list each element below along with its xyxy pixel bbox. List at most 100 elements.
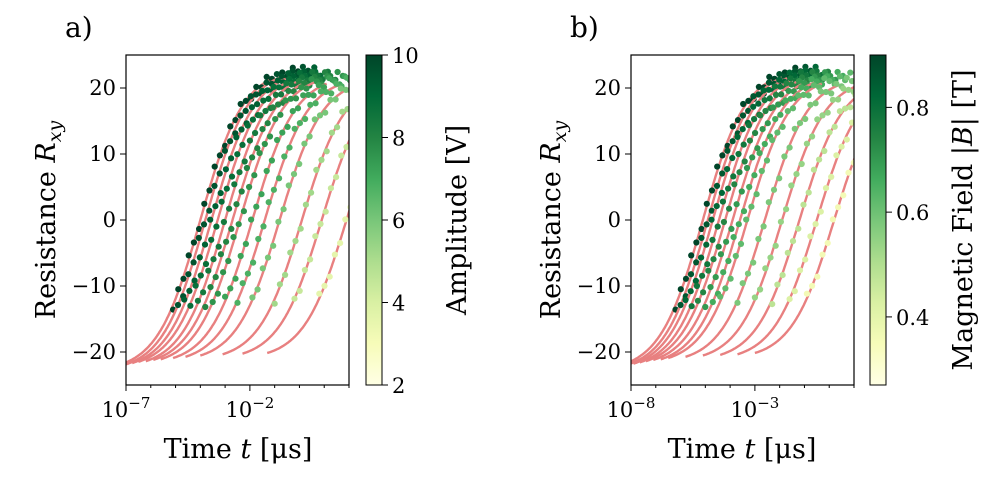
data-point (354, 82, 360, 88)
data-point (185, 252, 192, 259)
data-point (217, 190, 224, 197)
data-point (750, 103, 757, 110)
data-point (831, 123, 838, 130)
data-point (908, 80, 914, 86)
data-point (228, 225, 235, 232)
data-point (809, 133, 816, 140)
fit-curve (631, 76, 783, 365)
fit-curve (737, 119, 854, 356)
data-point (887, 96, 893, 102)
data-point (284, 123, 291, 130)
data-point (274, 136, 281, 144)
data-point (733, 201, 740, 208)
data-point (233, 134, 240, 141)
data-point (237, 112, 244, 119)
data-point (227, 138, 234, 145)
data-point (238, 188, 245, 195)
data-point (358, 170, 364, 176)
data-point (248, 216, 255, 223)
data-point (785, 87, 792, 94)
panel-a-x-axis-label: Time t [μs] (164, 434, 313, 465)
data-point (698, 225, 705, 233)
data-point (308, 76, 315, 83)
data-point (244, 122, 251, 129)
data-point (260, 223, 267, 230)
data-point (800, 91, 807, 98)
data-point (829, 216, 837, 223)
data-point (744, 270, 752, 277)
data-point (778, 91, 785, 98)
data-point (732, 252, 739, 260)
data-point (255, 235, 262, 243)
data-point (863, 83, 869, 89)
data-point (769, 136, 776, 144)
data-point (836, 73, 844, 80)
data-point (309, 68, 316, 76)
data-point (809, 282, 816, 289)
data-point (737, 240, 745, 247)
data-point (200, 289, 207, 296)
data-point (708, 207, 715, 214)
data-point (750, 93, 757, 100)
data-point (722, 285, 729, 292)
data-point (760, 223, 767, 230)
data-point (729, 154, 736, 162)
data-point (225, 257, 232, 265)
data-point (343, 143, 349, 151)
data-point (402, 83, 408, 89)
data-point (738, 188, 745, 195)
data-point (814, 273, 821, 280)
data-point (756, 150, 763, 157)
data-point (251, 172, 258, 179)
data-point (262, 107, 269, 115)
data-point (248, 104, 255, 111)
data-point (763, 157, 771, 164)
data-point (236, 169, 243, 176)
data-point (712, 274, 719, 281)
data-point (337, 85, 344, 92)
data-point (776, 175, 783, 182)
data-point (197, 272, 204, 279)
fit-curve (199, 87, 349, 357)
data-point (217, 251, 224, 258)
data-point (243, 164, 250, 172)
data-point (805, 92, 812, 99)
data-point (765, 86, 772, 93)
data-point (776, 76, 783, 83)
data-point (700, 289, 707, 296)
data-point (415, 89, 421, 95)
data-point (808, 76, 815, 83)
data-point (766, 73, 773, 80)
fit-curve (702, 85, 854, 357)
data-point (715, 243, 722, 250)
y-tick-label: 20 (594, 76, 621, 100)
data-point (354, 120, 360, 126)
data-point (312, 233, 319, 240)
data-point (783, 80, 790, 87)
data-point (318, 156, 325, 163)
data-point (729, 123, 736, 130)
data-point (332, 96, 339, 103)
data-point (848, 78, 854, 85)
data-point (719, 198, 727, 205)
data-point (339, 108, 346, 115)
data-point (190, 239, 197, 246)
data-point (200, 221, 208, 228)
data-point (934, 75, 940, 81)
panel-b-colorbar-ticks: 0.4 0.6 0.8 (886, 96, 929, 330)
data-point (316, 112, 324, 119)
data-point (257, 112, 264, 119)
data-point (856, 80, 862, 86)
data-point (702, 303, 709, 311)
data-point (838, 143, 845, 150)
data-point (212, 274, 219, 281)
data-point (788, 182, 795, 189)
data-point (322, 109, 329, 116)
data-point (292, 95, 300, 102)
data-point (746, 183, 753, 191)
data-point (291, 125, 298, 132)
data-point (196, 225, 203, 233)
data-point (285, 182, 292, 189)
data-point (274, 77, 281, 84)
